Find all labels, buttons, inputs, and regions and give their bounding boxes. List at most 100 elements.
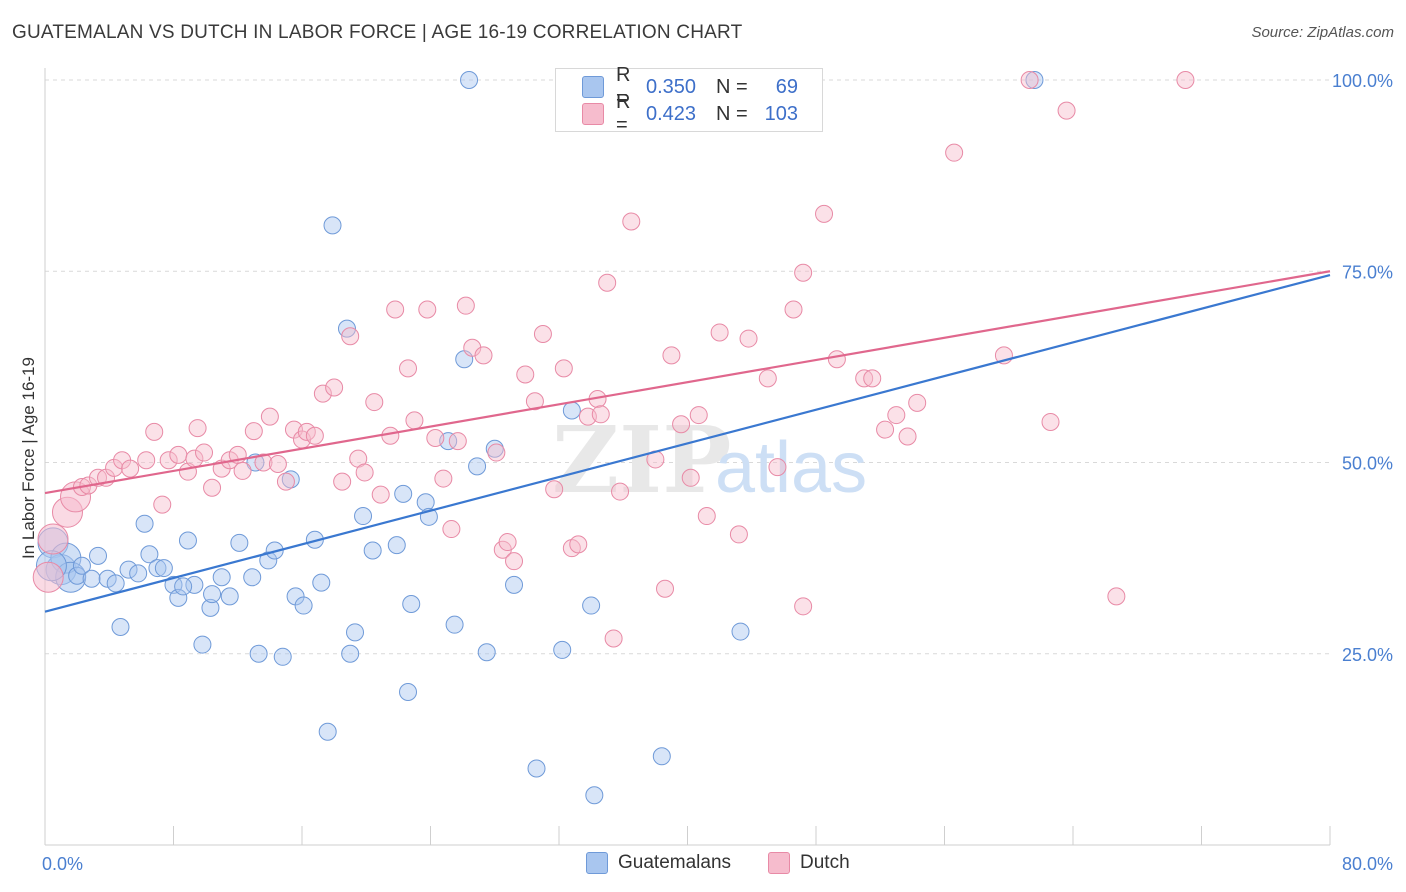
guatemalans-point-65: [731, 622, 750, 641]
guatemalans-point-24: [212, 568, 231, 587]
legend-row-guatemalans: R = 0.350 N = 69: [556, 64, 798, 109]
guatemalans-point-43: [354, 507, 373, 526]
dutch-point-69: [598, 273, 617, 292]
guatemalans-point-26: [230, 533, 249, 552]
y-tick-label-50: 50.0%: [1342, 454, 1393, 474]
guatemalans-point-22: [201, 598, 220, 617]
guatemalans-point-42: [346, 623, 365, 642]
dutch-point-82: [739, 329, 758, 348]
guatemalans-point-12: [129, 564, 148, 583]
guatemalans-point-19: [178, 531, 197, 550]
guatemalans-point-56: [477, 643, 496, 662]
trend-lines: [44, 270, 1331, 613]
dutch-point-93: [887, 406, 906, 425]
dutch-point-29: [276, 472, 295, 491]
dutch-point-46: [418, 300, 437, 319]
trend-line-dutch: [44, 270, 1331, 495]
dutch-point-95: [908, 393, 927, 412]
guatemalans-point-32: [273, 647, 292, 666]
x-tick-label-max: 80.0%: [1342, 854, 1393, 874]
guatemalans-point-37: [312, 573, 331, 592]
dutch-point-40: [365, 393, 384, 412]
guatemalans-point-29: [249, 644, 268, 663]
guatemalans-point-44: [363, 541, 382, 560]
dutch-point-44: [399, 359, 418, 378]
guatemalans-point-68: [174, 577, 193, 596]
dutch-point-59: [525, 392, 544, 411]
trend-line-guatemalans: [44, 274, 1331, 613]
guatemalans-point-39: [323, 216, 342, 235]
legend-r-value: 0.423: [646, 102, 697, 125]
dutch-point-96: [945, 143, 964, 162]
dutch-point-86: [794, 263, 813, 282]
dutch-point-100: [1057, 101, 1076, 120]
dutch-point-85: [784, 300, 803, 319]
guatemalans-point-9: [106, 574, 125, 593]
guatemalans-point-33: [281, 470, 300, 489]
chart-title: GUATEMALAN VS DUTCH IN LABOR FORCE | AGE…: [12, 22, 743, 43]
guatemalans-point-59: [527, 759, 546, 778]
dutch-point-33: [305, 426, 324, 445]
guatemalans-point-21: [193, 635, 212, 654]
bottom-legend-swatch-dutch: [768, 852, 790, 874]
watermark: ZIP atlas: [552, 406, 867, 514]
guatemalans-point-41: [341, 644, 360, 663]
dutch-point-28: [268, 455, 287, 474]
bottom-legend-swatch-guatemalans: [586, 852, 608, 874]
guatemalans-point-16: [154, 559, 173, 578]
guatemalans-point-46: [394, 484, 413, 503]
dutch-point-20: [203, 478, 222, 497]
dutch-point-25: [244, 422, 263, 441]
dutch-point-78: [689, 406, 708, 425]
guatemalans-point-6: [82, 569, 101, 588]
dutch-point-49: [442, 520, 461, 539]
legend-n-value: 69: [775, 75, 798, 98]
dutch-point-71: [611, 482, 630, 501]
legend-n-label: N =: [716, 75, 748, 98]
guatemalans-point-18: [169, 588, 188, 607]
dutch-point-45: [405, 411, 424, 430]
legend-n-label: N =: [716, 102, 748, 125]
bottom-legend-dutch: Dutch: [768, 852, 850, 874]
dutch-point-87: [794, 597, 813, 616]
dutch-point-12: [145, 422, 164, 441]
y-axis-label: In Labor Force | Age 16-19: [19, 357, 38, 559]
dutch-point-92: [876, 420, 895, 439]
dutch-point-94: [898, 427, 917, 446]
guatemalans-point-60: [553, 640, 572, 659]
series-guatemalans: [35, 71, 1044, 805]
legend-r-value: 0.350: [646, 75, 697, 98]
dutch-point-61: [545, 480, 564, 499]
bottom-legend-label-dutch: Dutch: [800, 852, 850, 873]
guatemalans-point-52: [445, 615, 464, 634]
dutch-point-39: [355, 463, 374, 482]
axes: [44, 68, 1331, 846]
legend-swatch-guatemalans: [582, 76, 604, 98]
dutch-point-14: [159, 451, 178, 470]
bottom-legend-guatemalans: Guatemalans: [586, 852, 731, 874]
dutch-point-80: [710, 323, 729, 342]
dutch-point-98: [1020, 71, 1039, 89]
dutch-point-77: [681, 468, 700, 487]
guatemalans-point-38: [318, 722, 337, 741]
dutch-point-19: [195, 443, 214, 462]
dutch-point-50: [448, 432, 467, 451]
dutch-point-81: [729, 525, 748, 544]
dutch-point-15: [169, 445, 188, 464]
legend-r-label: R =: [616, 91, 631, 136]
dutch-point-13: [153, 495, 172, 514]
guatemalans-point-27: [243, 568, 262, 587]
dutch-point-91: [863, 369, 882, 388]
guatemalans-point-4: [68, 566, 87, 585]
dutch-point-56: [498, 533, 517, 552]
guatemalans-point-64: [652, 747, 671, 766]
dutch-point-99: [1041, 412, 1060, 431]
tick-labels: 25.0% 50.0% 75.0% 100.0% 0.0% 80.0%: [42, 71, 1393, 874]
dutch-point-64: [569, 535, 588, 554]
x-tick-label-min: 0.0%: [42, 854, 83, 874]
guatemalans-point-35: [294, 596, 313, 615]
dutch-point-24: [233, 461, 252, 480]
legend-swatch-dutch: [582, 103, 604, 125]
dutch-point-37: [341, 327, 360, 346]
